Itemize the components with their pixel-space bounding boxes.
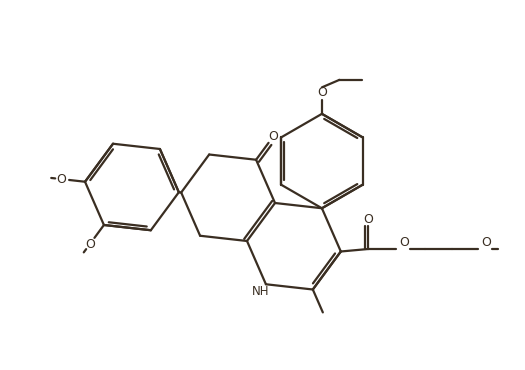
Text: NH: NH bbox=[252, 285, 269, 298]
Text: O: O bbox=[363, 213, 373, 226]
Text: O: O bbox=[317, 86, 327, 100]
Text: O: O bbox=[85, 238, 94, 251]
Text: O: O bbox=[481, 236, 491, 249]
Text: O: O bbox=[56, 172, 66, 186]
Text: O: O bbox=[269, 130, 279, 142]
Text: O: O bbox=[399, 236, 409, 249]
